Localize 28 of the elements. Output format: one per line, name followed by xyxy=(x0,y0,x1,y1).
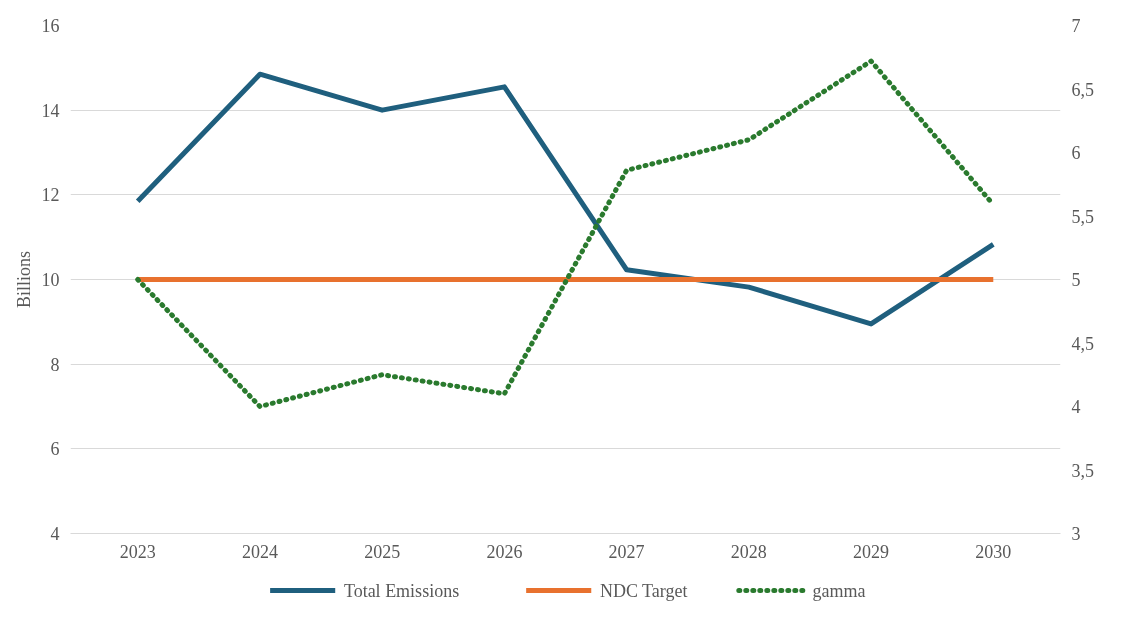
y2-tick-label: 3,5 xyxy=(1071,460,1094,481)
x-tick-label: 2029 xyxy=(853,541,890,562)
y2-tick-label: 6,5 xyxy=(1071,79,1094,100)
legend-label: Total Emissions xyxy=(343,580,460,601)
x-tick-label: 2027 xyxy=(608,541,645,562)
y-tick-label: 10 xyxy=(41,270,60,290)
y2-tick-label: 7 xyxy=(1071,16,1081,36)
y-tick-label: 12 xyxy=(41,185,60,206)
y2-tick-label: 4,5 xyxy=(1071,333,1094,354)
y2-tick-label: 4 xyxy=(1071,397,1081,417)
y2-tick-label: 5 xyxy=(1071,270,1081,290)
y2-tick-label: 5,5 xyxy=(1071,206,1094,227)
y2-tick-label: 6 xyxy=(1071,143,1081,163)
y-axis-title: Billions xyxy=(13,250,34,309)
legend-label: gamma xyxy=(812,580,866,601)
x-tick-label: 2024 xyxy=(241,541,278,562)
x-tick-label: 2023 xyxy=(119,541,156,562)
x-tick-label: 2030 xyxy=(975,541,1012,562)
x-tick-label: 2025 xyxy=(364,541,401,562)
y-tick-label: 16 xyxy=(41,16,60,36)
x-tick-label: 2028 xyxy=(730,541,767,562)
y2-tick-label: 3 xyxy=(1071,524,1081,544)
x-tick-label: 2026 xyxy=(486,541,523,562)
y-tick-label: 14 xyxy=(41,100,60,121)
y-tick-label: 8 xyxy=(50,354,60,375)
legend-label: NDC Target xyxy=(599,580,688,601)
y-tick-label: 4 xyxy=(50,524,60,544)
y-tick-label: 6 xyxy=(50,439,60,460)
